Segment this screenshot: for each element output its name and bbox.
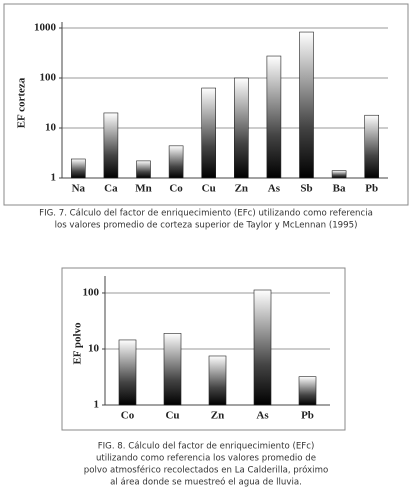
y-tick-label: 1 (94, 399, 100, 411)
bar (103, 112, 119, 179)
bar (298, 376, 317, 406)
bar (331, 170, 347, 179)
x-tick-label: As (268, 183, 281, 195)
bar (71, 158, 86, 179)
caption-line: FIG. 7. Cálculo del factor de enriquecim… (39, 209, 373, 219)
bar (118, 339, 137, 406)
bar (136, 160, 151, 179)
y-tick-label: 100 (40, 72, 57, 84)
caption-line: los valores promedio de corteza superior… (55, 221, 358, 231)
x-tick-label: Co (121, 410, 135, 422)
x-tick-label: Zn (235, 183, 248, 195)
caption-line: polvo atmosférico recolectados en La Cal… (84, 465, 328, 476)
y-tick-label: 10 (88, 343, 100, 355)
y-tick-label: 10 (45, 122, 57, 134)
bar (234, 77, 249, 179)
bar (163, 333, 182, 406)
bar (201, 87, 216, 179)
bar (168, 145, 184, 179)
x-tick-label: Cu (165, 410, 179, 422)
x-tick-label: Mn (135, 183, 152, 195)
caption-line: FIG. 8. Cálculo del factor de enriquecim… (98, 442, 315, 452)
y-tick-label: 1 (51, 172, 57, 184)
y-axis-label: EF polvo (72, 322, 84, 365)
x-tick-label: Na (72, 183, 86, 195)
y-tick-label: 100 (83, 287, 100, 299)
bar (208, 355, 227, 406)
x-tick-label: Cu (202, 183, 216, 195)
caption-line: al área donde se muestreó el agua de llu… (110, 477, 302, 488)
x-tick-label: Zn (211, 410, 224, 422)
chart-frame (3, 3, 409, 206)
chart-frame (61, 267, 346, 431)
x-tick-label: Sb (300, 183, 312, 195)
caption-line: utilizando como referencia los valores p… (96, 454, 316, 464)
bar (364, 114, 380, 179)
bar (266, 55, 282, 179)
x-tick-label: Pb (365, 183, 378, 195)
x-tick-label: Co (169, 183, 183, 195)
x-tick-label: Pb (301, 410, 314, 422)
y-axis-label: EF corteza (16, 77, 28, 128)
x-tick-label: Ba (333, 183, 346, 195)
bar (253, 289, 272, 406)
bar (299, 31, 314, 179)
x-tick-label: As (256, 410, 269, 422)
y-tick-label: 1000 (34, 22, 57, 34)
x-tick-label: Ca (104, 183, 118, 195)
